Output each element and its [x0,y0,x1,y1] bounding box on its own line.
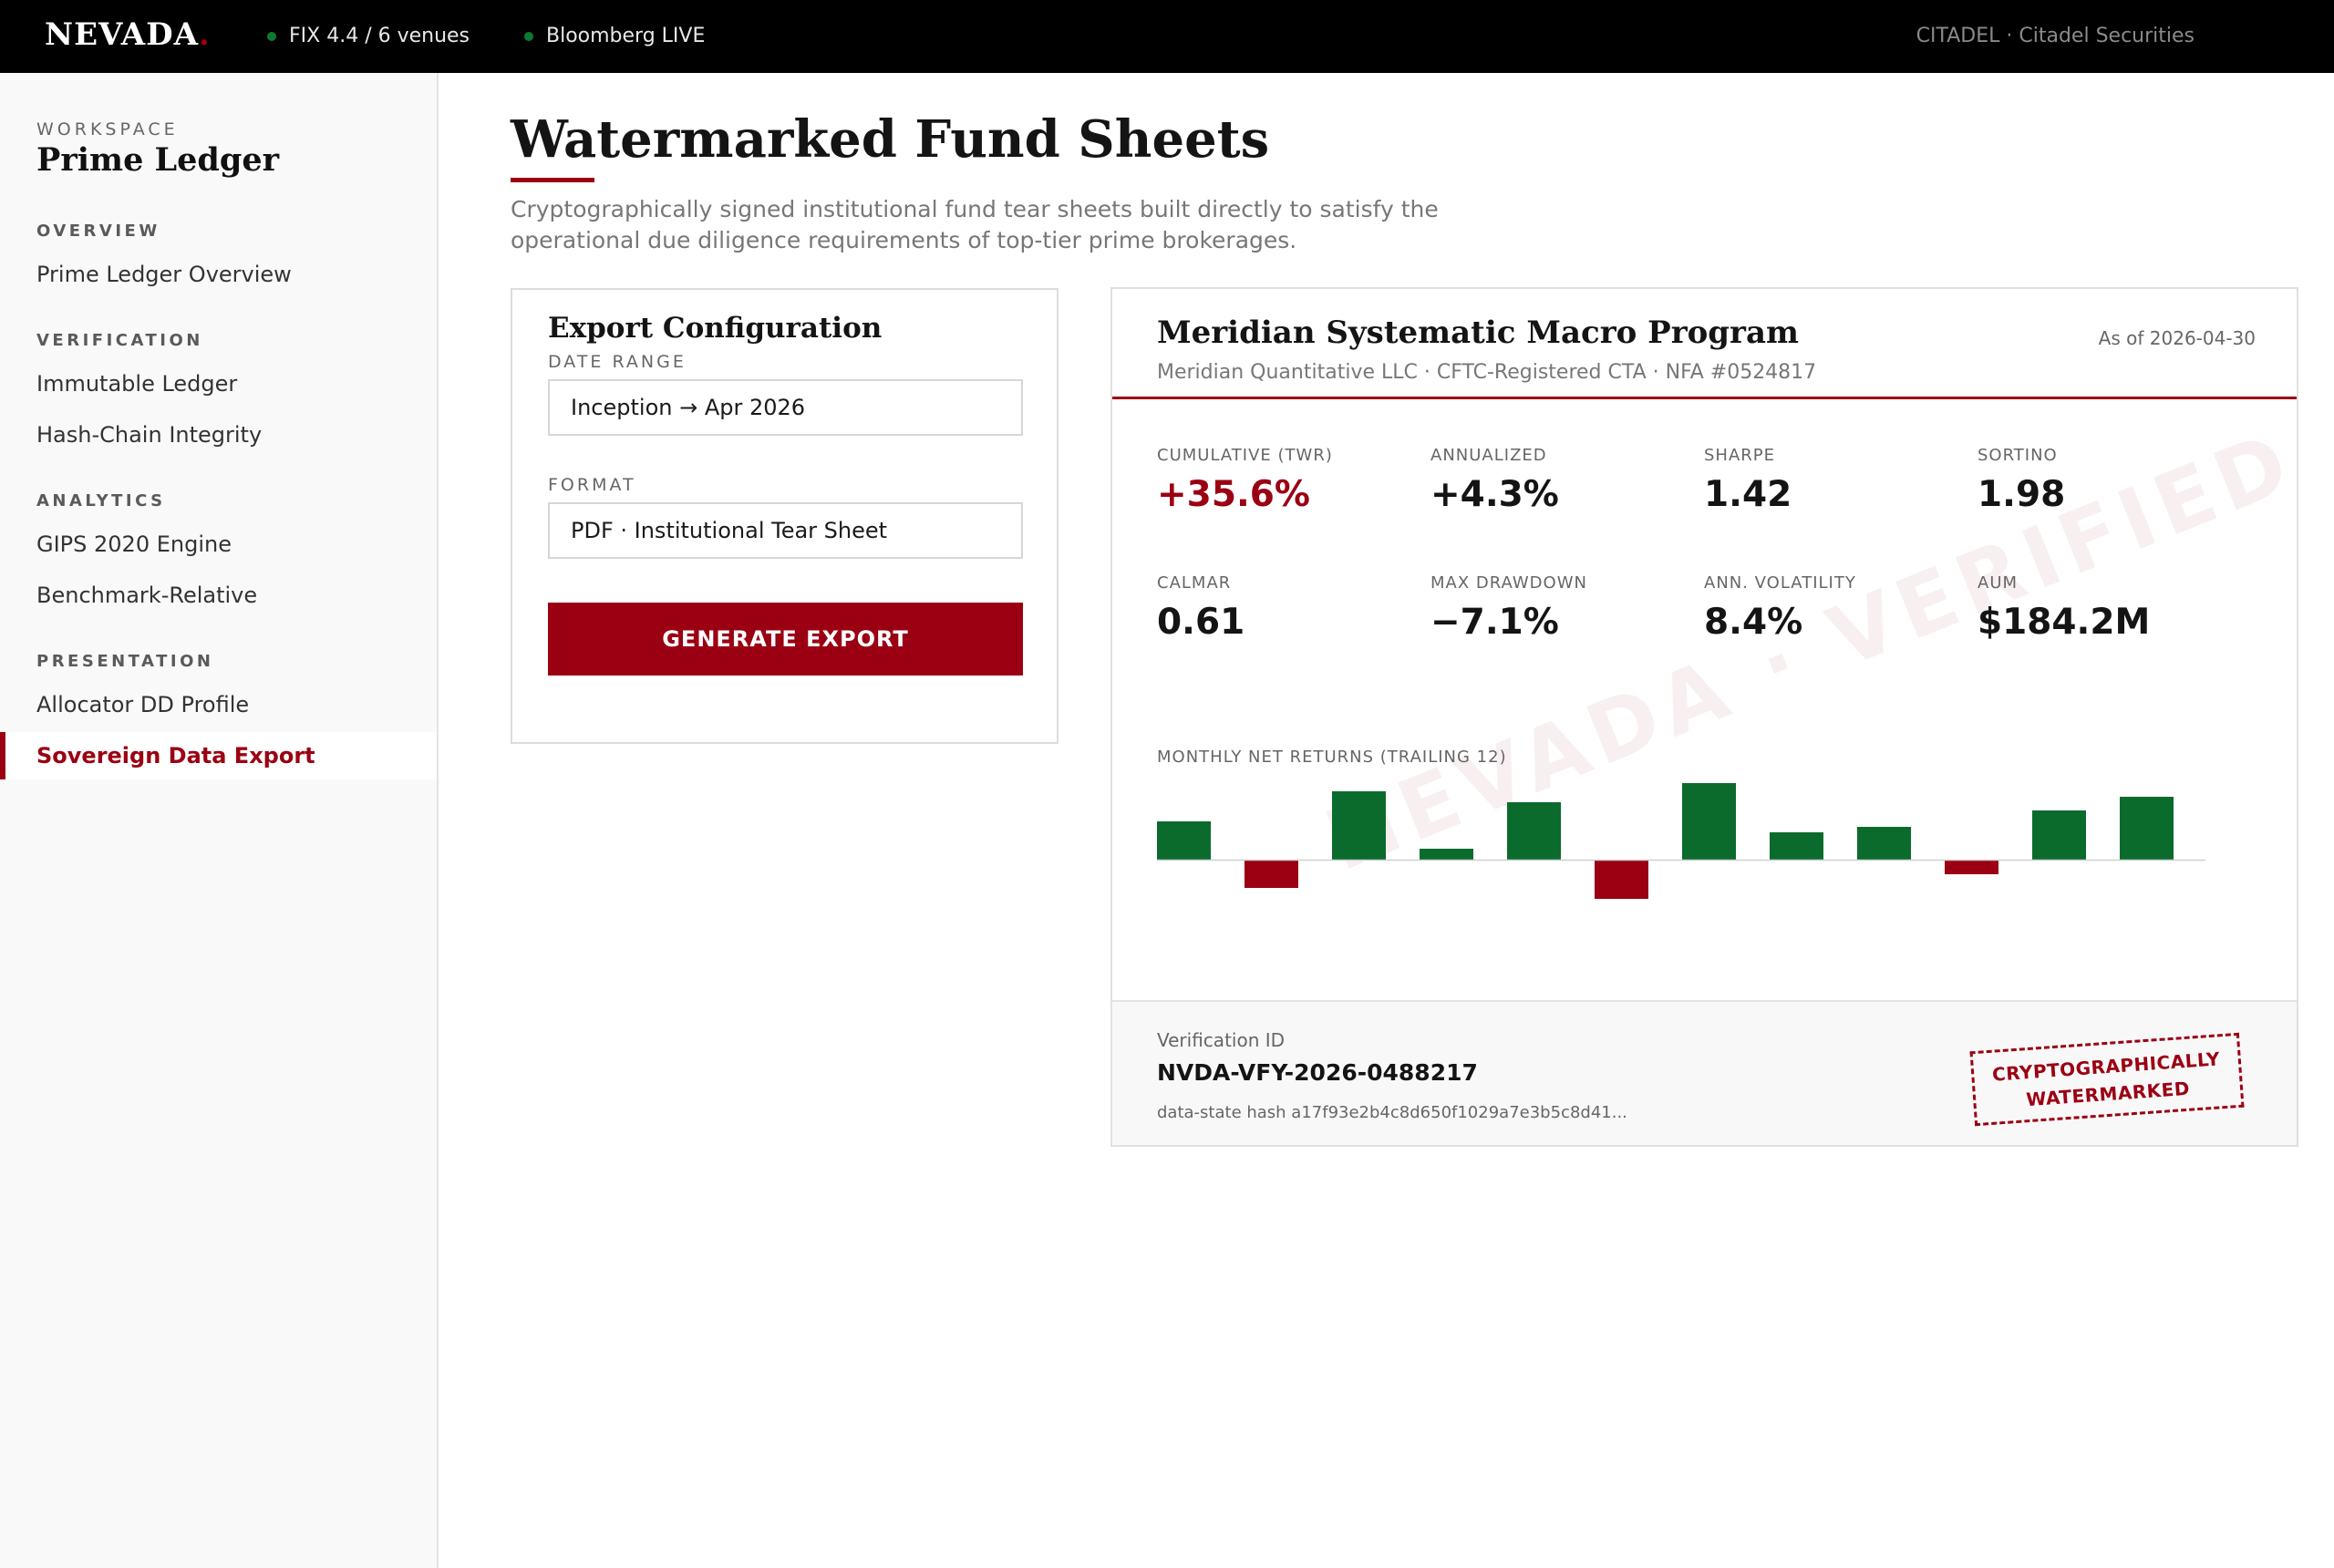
nav-section-overview: OVERVIEW [36,222,160,241]
export-config-title: Export Configuration [548,312,883,345]
sidebar-item-prime-ledger-overview[interactable]: Prime Ledger Overview [36,262,292,287]
return-bar-6 [1595,861,1648,899]
return-bar-5 [1507,802,1561,860]
return-bar-9 [1857,827,1911,860]
return-bar-2 [1244,861,1298,888]
sidebar-item-allocator-dd-profile[interactable]: Allocator DD Profile [36,692,250,717]
verification-id[interactable]: NVDA-VFY-2026-0488217 [1157,1059,1478,1086]
metric-value-ann-volatility: 8.4% [1704,602,1803,643]
return-bar-12 [2120,797,2174,860]
generate-export-button[interactable]: GENERATE EXPORT [548,603,1023,676]
data-state-hash: data-state hash a17f93e2b4c8d650f1029a7e… [1157,1103,1627,1122]
page-title: Watermarked Fund Sheets [511,109,1270,170]
metric-value-annualized: +4.3% [1430,474,1559,515]
metric-value-sortino: 1.98 [1978,474,2066,515]
sidebar-item-gips-2020-engine[interactable]: GIPS 2020 Engine [36,531,232,557]
date-range-label: DATE RANGE [548,352,687,372]
metric-label-calmar: CALMAR [1157,573,1232,593]
metric-label-sharpe: SHARPE [1704,446,1776,465]
export-config-card: Export Configuration DATE RANGE Inceptio… [511,288,1059,744]
workspace-title: Prime Ledger [36,141,280,179]
fund-name: Meridian Systematic Macro Program [1157,315,1799,351]
chart-label: MONTHLY NET RETURNS (TRAILING 12) [1157,748,1507,767]
fix-status-label: FIX 4.4 / 6 venues [289,25,470,47]
sidebar: WORKSPACE Prime Ledger OVERVIEW Prime Le… [0,73,439,1568]
metric-label-aum: AUM [1978,573,2019,593]
watermark-stamp: CRYPTOGRAPHICALLY WATERMARKED [1969,1032,2245,1127]
sidebar-item-hash-chain-integrity[interactable]: Hash-Chain Integrity [36,422,263,448]
metric-label-ann-volatility: ANN. VOLATILITY [1704,573,1856,593]
metric-label-cumulative: CUMULATIVE (TWR) [1157,446,1333,465]
return-bar-7 [1682,783,1736,860]
verification-panel: Verification ID NVDA-VFY-2026-0488217 da… [1112,1000,2297,1145]
metric-value-sharpe: 1.42 [1704,474,1792,515]
header-divider [1112,397,2297,399]
status-dot-icon [267,31,276,41]
return-bar-11 [2032,810,2086,860]
title-underline [511,178,594,182]
sidebar-item-sovereign-data-export[interactable]: Sovereign Data Export [0,732,437,779]
return-bar-1 [1157,821,1211,860]
format-label: FORMAT [548,475,636,495]
metric-value-calmar: 0.61 [1157,602,1245,643]
date-range-select[interactable]: Inception → Apr 2026 [548,379,1023,436]
metric-value-cumulative: +35.6% [1157,474,1310,515]
status-dot-icon [524,31,533,41]
nav-section-verification: VERIFICATION [36,331,203,350]
verification-label: Verification ID [1157,1029,1286,1051]
return-bar-4 [1420,849,1473,860]
as-of-date: As of 2026-04-30 [2098,327,2256,349]
return-bar-8 [1770,832,1823,860]
fund-tear-sheet: Meridian Systematic Macro Program As of … [1110,287,2298,1147]
monthly-returns-chart [1157,783,2205,899]
return-bar-10 [1945,861,1998,874]
bloomberg-status-label: Bloomberg LIVE [546,25,706,47]
bloomberg-status: Bloomberg LIVE [524,25,705,47]
workspace-label: WORKSPACE [36,119,179,139]
nav-section-analytics: ANALYTICS [36,491,166,511]
page-subtitle: Cryptographically signed institutional f… [511,196,1439,253]
metric-label-max-drawdown: MAX DRAWDOWN [1430,573,1587,593]
sidebar-item-benchmark-relative[interactable]: Benchmark-Relative [36,583,258,608]
metric-value-aum: $184.2M [1978,602,2151,643]
sidebar-item-immutable-ledger[interactable]: Immutable Ledger [36,371,238,397]
format-select[interactable]: PDF · Institutional Tear Sheet [548,502,1023,559]
metric-label-annualized: ANNUALIZED [1430,446,1547,465]
fund-meta: Meridian Quantitative LLC · CFTC-Registe… [1157,361,1817,384]
account-label[interactable]: CITADEL · Citadel Securities [1916,25,2195,47]
metric-label-sortino: SORTINO [1978,446,2058,465]
return-bar-3 [1332,791,1386,860]
metric-value-max-drawdown: −7.1% [1430,602,1559,643]
nevada-logo[interactable]: NEVADA. [45,16,211,53]
fix-status: FIX 4.4 / 6 venues [267,25,470,47]
nav-section-presentation: PRESENTATION [36,652,214,671]
top-bar: NEVADA. FIX 4.4 / 6 venues Bloomberg LIV… [0,0,2334,73]
